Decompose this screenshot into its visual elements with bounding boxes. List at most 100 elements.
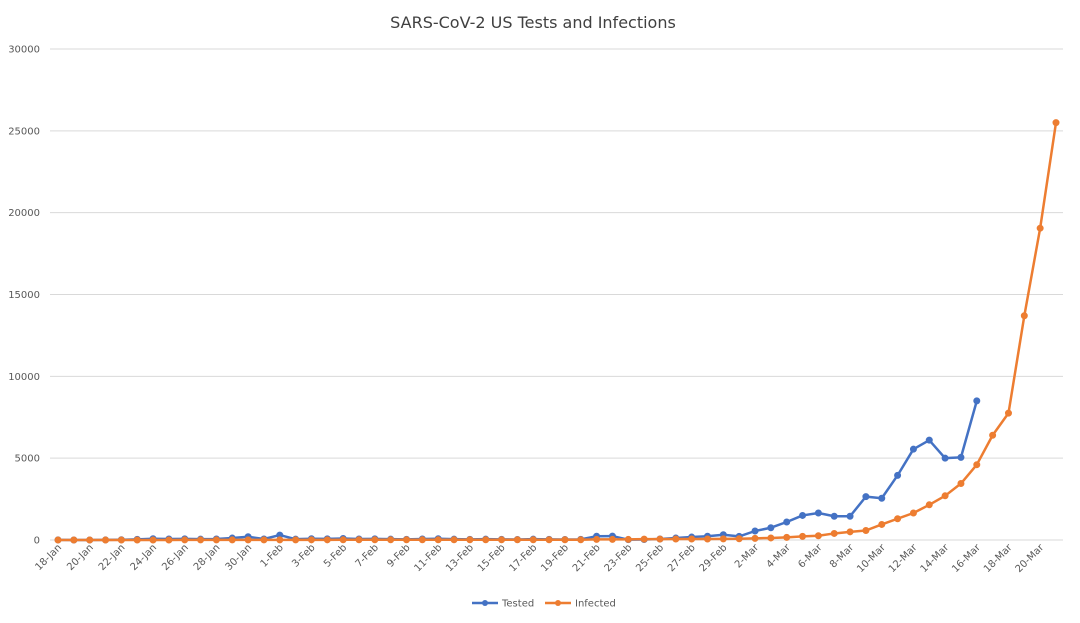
legend-marker: [482, 600, 488, 606]
data-point: [941, 454, 949, 462]
data-point: [498, 536, 506, 544]
data-point: [561, 536, 569, 544]
data-point: [751, 534, 759, 542]
data-point: [133, 536, 141, 544]
y-axis-tick-labels: 0 5000 10000 15000 20000 25000 30000: [8, 45, 40, 547]
data-point: [117, 536, 125, 544]
data-point: [228, 536, 236, 544]
data-point: [989, 431, 997, 439]
data-point: [783, 533, 791, 541]
x-tick-label: 5-Feb: [322, 542, 349, 569]
x-tick-label: 30-Jan: [224, 542, 255, 573]
data-point: [608, 535, 616, 543]
data-point: [577, 536, 585, 544]
data-point: [355, 536, 363, 544]
data-point: [545, 536, 553, 544]
data-point: [292, 536, 300, 544]
data-point: [799, 511, 807, 519]
x-tick-label: 14-Mar: [919, 542, 952, 575]
x-axis-tick-labels: 18-Jan 20-Jan 22-Jan 24-Jan 26-Jan 28-Jan 30-J…: [33, 542, 1046, 575]
data-point: [767, 524, 775, 532]
x-tick-label: 22-Jan: [97, 542, 128, 573]
data-point: [909, 445, 917, 453]
x-tick-label: 12-Mar: [887, 542, 920, 575]
x-tick-label: 27-Feb: [666, 542, 698, 574]
data-point: [688, 535, 696, 543]
data-point: [957, 453, 965, 461]
x-tick-label: 20-Mar: [1014, 542, 1047, 575]
series-layer: [54, 119, 1060, 544]
x-tick-label: 11-Feb: [412, 542, 444, 574]
data-point: [925, 501, 933, 509]
data-point: [957, 480, 965, 488]
data-point: [593, 535, 601, 543]
series-line: [56, 121, 1058, 542]
x-tick-label: 13-Feb: [444, 542, 476, 574]
data-point: [830, 529, 838, 537]
data-point: [86, 536, 94, 544]
legend-item-tested: Tested: [472, 599, 534, 610]
data-point: [767, 534, 775, 542]
data-point: [450, 536, 458, 544]
data-point: [846, 528, 854, 536]
data-point: [197, 536, 205, 544]
data-point: [403, 536, 411, 544]
x-tick-label: 26-Jan: [160, 542, 191, 573]
x-tick-label: 4-Mar: [765, 542, 794, 571]
data-point: [878, 494, 886, 502]
data-point: [371, 536, 379, 544]
y-tick-label: 5000: [15, 454, 40, 465]
data-point: [894, 515, 902, 523]
data-point: [751, 527, 759, 535]
data-point: [783, 518, 791, 526]
y-tick-label: 20000: [8, 208, 40, 219]
legend: Tested Infected: [472, 599, 616, 610]
data-point: [941, 492, 949, 500]
x-tick-label: 16-Mar: [950, 542, 983, 575]
data-point: [387, 536, 395, 544]
data-point: [894, 471, 902, 479]
x-tick-label: 29-Feb: [698, 542, 730, 574]
data-point: [814, 532, 822, 540]
x-tick-label: 9-Feb: [385, 542, 412, 569]
data-point: [846, 512, 854, 520]
data-point: [149, 536, 157, 544]
series-line: [56, 399, 979, 542]
y-tick-label: 10000: [8, 372, 40, 383]
series-infected: [54, 119, 1060, 544]
data-point: [513, 536, 521, 544]
data-point: [54, 536, 62, 544]
data-point: [703, 535, 711, 543]
x-tick-label: 1-Feb: [259, 542, 286, 569]
x-tick-label: 17-Feb: [508, 542, 540, 574]
data-point: [878, 520, 886, 528]
chart-title: SARS-CoV-2 US Tests and Infections: [390, 13, 676, 32]
x-tick-label: 3-Feb: [290, 542, 317, 569]
data-point: [672, 535, 680, 543]
x-tick-label: 7-Feb: [354, 542, 381, 569]
data-point: [1020, 312, 1028, 320]
data-point: [1052, 119, 1060, 127]
x-tick-label: 21-Feb: [571, 542, 603, 574]
data-point: [102, 536, 110, 544]
data-point: [830, 512, 838, 520]
data-point: [656, 535, 664, 543]
data-point: [925, 436, 933, 444]
data-point: [1036, 224, 1044, 232]
x-tick-label: 15-Feb: [476, 542, 508, 574]
data-point: [307, 536, 315, 544]
data-point: [212, 536, 220, 544]
x-tick-label: 19-Feb: [539, 542, 571, 574]
data-point: [973, 461, 981, 469]
x-tick-label: 2-Mar: [733, 542, 762, 571]
x-tick-label: 25-Feb: [634, 542, 666, 574]
data-point: [181, 536, 189, 544]
data-point: [260, 536, 268, 544]
data-point: [418, 536, 426, 544]
gridlines: [50, 48, 1063, 541]
data-point: [482, 536, 490, 544]
data-point: [624, 535, 632, 543]
data-point: [244, 536, 252, 544]
data-point: [70, 536, 78, 544]
